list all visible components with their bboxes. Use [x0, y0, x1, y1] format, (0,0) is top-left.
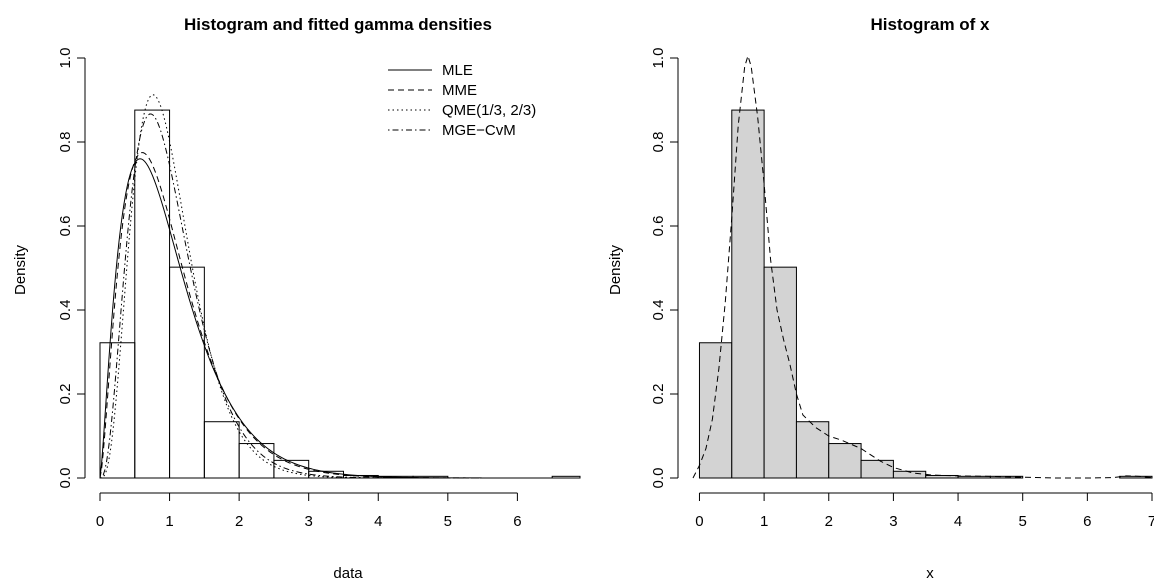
- x-tick-label: 2: [235, 513, 243, 530]
- y-tick-label: 0.2: [57, 384, 74, 405]
- x-tick-label: 3: [889, 513, 897, 530]
- legend-label: MME: [442, 82, 477, 99]
- x-tick-label: 2: [825, 513, 833, 530]
- y-axis: 0.0 0.2 0.4 0.6 0.8 1.0: [650, 48, 679, 489]
- legend-label: MLE: [442, 62, 473, 79]
- histogram-bar: [795, 421, 830, 479]
- histogram-bar: [731, 109, 765, 479]
- x-tick-label: 1: [165, 513, 173, 530]
- x-axis: 0 1 2 3 4 5 6: [96, 492, 522, 530]
- x-tick-label: 5: [1019, 513, 1027, 530]
- histogram-bar: [169, 266, 205, 479]
- x-tick-label: 4: [374, 513, 382, 530]
- histogram-bar: [698, 342, 733, 479]
- x-tick-label: 6: [1083, 513, 1091, 530]
- x-tick-label: 3: [305, 513, 313, 530]
- x-tick-label: 4: [954, 513, 962, 530]
- y-axis-label: Density: [607, 244, 624, 295]
- x-tick-label: 1: [760, 513, 768, 530]
- density-curve-qme-1-3-2-3-: [99, 94, 580, 479]
- histogram-bar: [828, 443, 862, 479]
- panel-title: Histogram and fitted gamma densities: [184, 15, 492, 34]
- x-tick-label: 0: [96, 513, 104, 530]
- histogram-bars: [698, 109, 1153, 479]
- y-axis: 0.0 0.2 0.4 0.6 0.8 1.0: [57, 48, 86, 489]
- density-curve-mme: [99, 152, 580, 479]
- x-axis-label: data: [333, 565, 363, 582]
- x-tick-label: 7: [1148, 513, 1154, 530]
- histogram-bar: [763, 266, 797, 479]
- x-tick-label: 0: [695, 513, 703, 530]
- panel-title: Histogram of x: [870, 15, 990, 34]
- y-tick-label: 0.8: [650, 132, 667, 153]
- histogram-bar: [134, 109, 171, 479]
- x-tick-label: 5: [444, 513, 452, 530]
- legend-label: QME(1/3, 2/3): [442, 102, 536, 119]
- y-tick-label: 0.2: [650, 384, 667, 405]
- y-tick-label: 1.0: [57, 48, 74, 69]
- y-tick-label: 0.6: [57, 216, 74, 237]
- panel-gamma-fit: Histogram and fitted gamma densities dat…: [12, 15, 581, 582]
- histogram-bar: [203, 421, 240, 479]
- panel-histogram-x: Histogram of x x Density 0 1 2 3 4 5 6 70.00.20…: [607, 15, 1154, 582]
- y-tick-label: 0.0: [57, 468, 74, 489]
- y-tick-label: 0.4: [57, 300, 74, 321]
- legend-label: MGE−CvM: [442, 122, 516, 139]
- y-tick-label: 0.4: [650, 300, 667, 321]
- x-axis-label: x: [926, 565, 934, 582]
- y-tick-label: 0.0: [650, 468, 667, 489]
- density-curves: [99, 94, 580, 479]
- legend: MLE MME QME(1/3, 2/3) MGE−CvM: [388, 62, 536, 139]
- y-axis-label: Density: [12, 244, 29, 295]
- y-tick-label: 1.0: [650, 48, 667, 69]
- x-axis: 0 1 2 3 4 5 6 7: [695, 492, 1154, 530]
- y-tick-label: 0.8: [57, 132, 74, 153]
- y-tick-label: 0.6: [650, 216, 667, 237]
- histogram-bar: [860, 459, 894, 479]
- histogram-bar: [925, 474, 959, 479]
- density-curve: [692, 54, 1153, 479]
- histogram-bars: [99, 109, 581, 479]
- density-curve-mle: [99, 158, 580, 479]
- x-tick-label: 6: [513, 513, 521, 530]
- density-curve-mge-cvm: [99, 113, 580, 479]
